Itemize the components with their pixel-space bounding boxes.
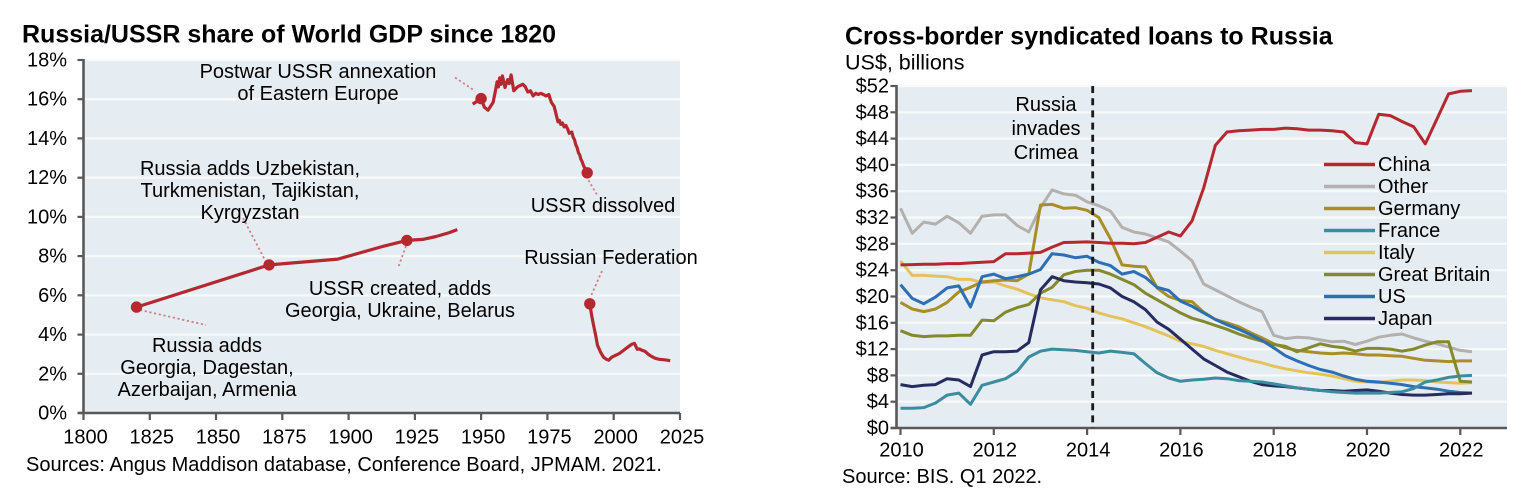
svg-text:2%: 2% (38, 363, 67, 385)
svg-text:$36: $36 (856, 181, 889, 203)
svg-text:China: China (1378, 154, 1431, 176)
svg-text:$12: $12 (856, 339, 889, 361)
svg-text:$0: $0 (867, 418, 889, 440)
svg-text:Azerbaijan, Armenia: Azerbaijan, Armenia (118, 379, 298, 401)
svg-text:2014: 2014 (1066, 440, 1111, 462)
svg-text:1975: 1975 (527, 427, 572, 449)
svg-text:1800: 1800 (63, 427, 108, 449)
svg-text:Turkmenistan, Tajikistan,: Turkmenistan, Tajikistan, (141, 180, 360, 202)
svg-text:Other: Other (1378, 176, 1428, 198)
svg-text:1825: 1825 (130, 427, 175, 449)
svg-text:2010: 2010 (879, 440, 924, 462)
svg-text:Russian Federation: Russian Federation (524, 247, 697, 269)
svg-text:Russia/USSR share of World GDP: Russia/USSR share of World GDP since 182… (22, 21, 556, 49)
svg-text:Georgia, Ukraine, Belarus: Georgia, Ukraine, Belarus (285, 300, 515, 322)
svg-text:1925: 1925 (395, 427, 440, 449)
svg-text:18%: 18% (27, 50, 67, 72)
svg-text:of Eastern Europe: of Eastern Europe (237, 83, 398, 105)
svg-text:$24: $24 (856, 260, 889, 282)
svg-text:France: France (1378, 220, 1440, 242)
svg-text:1900: 1900 (328, 427, 373, 449)
svg-text:Georgia, Dagestan,: Georgia, Dagestan, (120, 357, 293, 379)
svg-text:Italy: Italy (1378, 242, 1415, 264)
svg-text:Russia adds: Russia adds (152, 335, 262, 357)
svg-text:Postwar USSR annexation: Postwar USSR annexation (200, 61, 437, 83)
svg-text:Russia: Russia (1015, 94, 1077, 116)
svg-text:4%: 4% (38, 324, 67, 346)
svg-text:Sources: Angus Maddison databa: Sources: Angus Maddison database, Confer… (26, 454, 662, 476)
svg-text:Cross-border syndicated loans: Cross-border syndicated loans to Russia (845, 23, 1334, 51)
svg-text:US$, billions: US$, billions (845, 51, 965, 75)
svg-text:$16: $16 (856, 312, 889, 334)
svg-text:2020: 2020 (1346, 440, 1391, 462)
svg-text:14%: 14% (27, 128, 67, 150)
svg-text:Great Britain: Great Britain (1378, 264, 1490, 286)
svg-text:$44: $44 (856, 128, 889, 150)
svg-text:10%: 10% (27, 206, 67, 228)
svg-text:USSR created, adds: USSR created, adds (309, 278, 491, 300)
svg-text:Japan: Japan (1378, 308, 1433, 330)
svg-text:2012: 2012 (973, 440, 1018, 462)
svg-text:0%: 0% (38, 403, 67, 425)
svg-text:Crimea: Crimea (1014, 142, 1079, 164)
svg-text:2025: 2025 (660, 427, 705, 449)
svg-text:invades: invades (1012, 118, 1081, 140)
svg-text:2000: 2000 (593, 427, 638, 449)
svg-text:1850: 1850 (196, 427, 241, 449)
svg-text:$52: $52 (856, 76, 889, 98)
svg-text:$48: $48 (856, 102, 889, 124)
svg-text:Russia adds Uzbekistan,: Russia adds Uzbekistan, (140, 158, 360, 180)
svg-text:Kyrgyzstan: Kyrgyzstan (201, 202, 300, 224)
svg-text:US: US (1378, 286, 1406, 308)
svg-text:$8: $8 (867, 365, 889, 387)
svg-text:$28: $28 (856, 233, 889, 255)
svg-text:8%: 8% (38, 246, 67, 268)
svg-text:2016: 2016 (1159, 440, 1204, 462)
svg-text:$20: $20 (856, 286, 889, 308)
svg-text:Germany: Germany (1378, 198, 1460, 220)
svg-text:1950: 1950 (461, 427, 506, 449)
svg-text:$40: $40 (856, 154, 889, 176)
svg-text:2022: 2022 (1439, 440, 1484, 462)
svg-text:16%: 16% (27, 89, 67, 111)
svg-text:$32: $32 (856, 207, 889, 229)
svg-text:USSR dissolved: USSR dissolved (531, 195, 676, 217)
svg-text:2018: 2018 (1252, 440, 1297, 462)
svg-text:12%: 12% (27, 167, 67, 189)
svg-text:$4: $4 (867, 391, 889, 413)
svg-text:1875: 1875 (262, 427, 307, 449)
svg-text:6%: 6% (38, 285, 67, 307)
svg-text:Source: BIS. Q1 2022.: Source: BIS. Q1 2022. (842, 466, 1042, 488)
